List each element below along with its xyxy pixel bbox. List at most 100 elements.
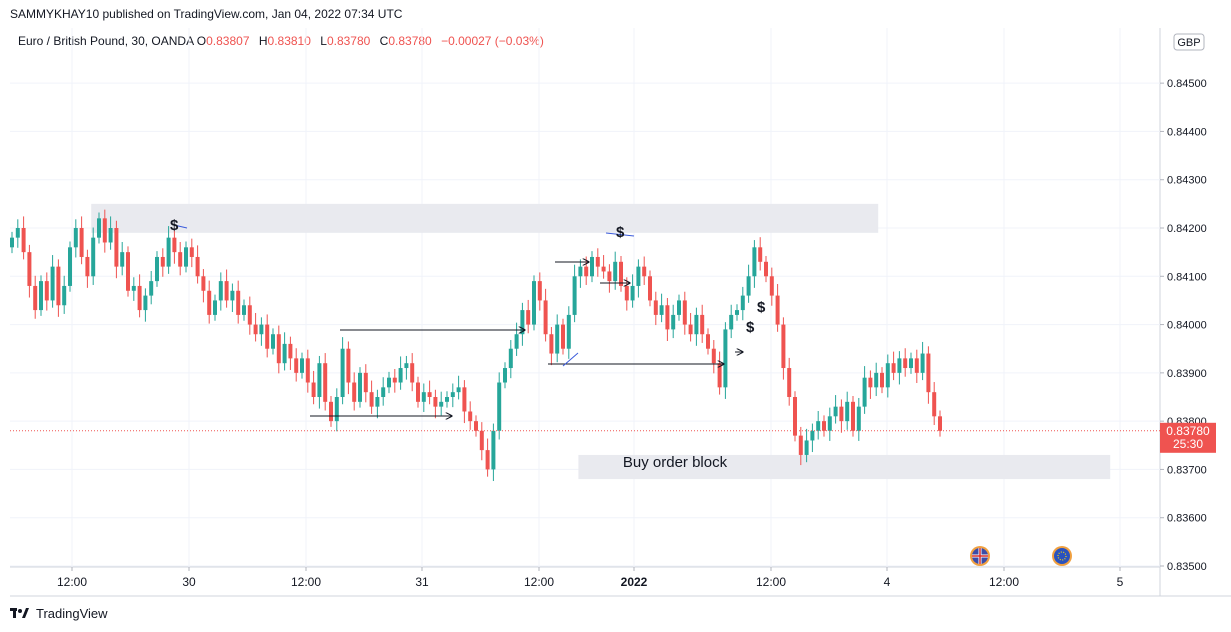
- candle-body: [334, 397, 339, 422]
- candle-body: [839, 406, 844, 422]
- candle-body: [880, 372, 884, 388]
- candle-body: [172, 237, 177, 253]
- candle-body: [520, 310, 525, 335]
- candle-body: [137, 285, 142, 311]
- candle-body: [827, 416, 832, 431]
- candle-body: [671, 314, 676, 330]
- candle-body: [735, 310, 739, 315]
- currency-box[interactable]: GBP: [1173, 33, 1205, 51]
- candle-body: [920, 353, 925, 373]
- candle-body: [346, 348, 351, 383]
- candle-body: [294, 358, 299, 373]
- candle-body: [155, 256, 159, 282]
- upper-zone-zone: [91, 203, 879, 233]
- tradingview-logo[interactable]: TradingView: [10, 606, 108, 621]
- candle-body: [149, 281, 154, 296]
- candle-body: [10, 237, 14, 248]
- candle-body: [195, 256, 200, 277]
- candle-body: [363, 372, 368, 393]
- candle-body: [416, 382, 420, 402]
- open-label: O: [196, 34, 207, 48]
- candle-body: [601, 266, 606, 272]
- candle-body: [514, 334, 519, 349]
- candle-body: [340, 348, 345, 397]
- candle-body: [276, 334, 281, 364]
- candle-body: [851, 401, 855, 431]
- grid: [10, 28, 1160, 567]
- candle-body: [85, 256, 90, 277]
- candle-body: [218, 281, 223, 301]
- countdown-value: 25:30: [1173, 437, 1203, 451]
- candle-body: [764, 261, 768, 277]
- candle-body: [677, 300, 681, 315]
- candle-body: [868, 377, 873, 388]
- candle-body: [561, 324, 565, 349]
- price-tick-label: 0.84400: [1167, 126, 1207, 138]
- candle-body: [323, 363, 328, 402]
- price-chart[interactable]: $ $ $ $ Buy order block 0.845000.844000.…: [0, 28, 1231, 628]
- candle-body: [50, 266, 55, 301]
- candle-body: [433, 397, 438, 407]
- candle-body: [456, 387, 461, 393]
- candle-body: [642, 266, 647, 277]
- candle-body: [207, 290, 212, 315]
- candle-body: [27, 252, 32, 286]
- last-price-value: 0.83780: [1166, 424, 1210, 438]
- candle-body: [717, 363, 722, 388]
- candle-body: [33, 285, 38, 311]
- tradingview-icon: [10, 607, 29, 618]
- time-axis[interactable]: 12:00 30 12:00 31 12:00 2022 12:00 4 12:00 5: [57, 567, 1124, 589]
- candle-body: [247, 305, 252, 325]
- candle-body: [160, 256, 165, 267]
- candle-body: [21, 228, 26, 253]
- candle-body: [143, 295, 148, 311]
- candle-body: [636, 266, 641, 286]
- candle-body: [39, 281, 43, 311]
- candle-body: [659, 305, 664, 315]
- eu-event-icon[interactable]: [1052, 546, 1072, 566]
- open-value: 0.83807: [206, 34, 250, 48]
- candle-body: [242, 305, 246, 315]
- candle-body: [932, 392, 937, 417]
- candle-body: [230, 290, 235, 301]
- candle-body: [91, 237, 96, 277]
- candle-body: [311, 382, 316, 397]
- candle-body: [793, 397, 797, 436]
- candles: [10, 209, 942, 482]
- candle-body: [810, 430, 815, 441]
- candle-body: [897, 358, 902, 373]
- candle-body: [108, 228, 113, 243]
- buy-order-block-label: Buy order block: [623, 454, 728, 471]
- candle-body: [317, 363, 322, 397]
- candle-body: [590, 256, 594, 277]
- candle-body: [845, 401, 850, 422]
- candle-body: [891, 363, 896, 373]
- candle-body: [201, 276, 206, 291]
- trendline-2: [605, 232, 635, 237]
- price-axis[interactable]: 0.84500 0.84400 0.84300 0.84200 0.84100 0.840…: [1160, 78, 1207, 573]
- footer-brand: TradingView: [36, 606, 108, 621]
- dollar-marker-1: $: [170, 217, 179, 234]
- candle-body: [189, 247, 194, 257]
- candle-body: [358, 372, 362, 402]
- candle-body: [236, 290, 241, 315]
- time-tick-label: 31: [415, 575, 429, 589]
- candle-body: [352, 382, 357, 402]
- candle-body: [572, 276, 577, 315]
- dollar-marker-2: $: [616, 224, 625, 241]
- publication-info: SAMMYKHAY10 published on TradingView.com…: [10, 7, 403, 21]
- candle-body: [543, 300, 548, 335]
- time-tick-label: 12:00: [989, 575, 1019, 589]
- trendline-3: [173, 224, 188, 229]
- candle-body: [178, 252, 183, 267]
- price-tick-label: 0.83900: [1167, 368, 1207, 380]
- low-label: L: [320, 34, 327, 48]
- symbol-title: Euro / British Pound, 30, OANDA: [18, 34, 194, 48]
- candle-body: [381, 387, 386, 397]
- candle-body: [398, 368, 403, 383]
- trendline-1: [562, 352, 579, 367]
- candle-body: [665, 305, 670, 330]
- high-value: 0.83810: [267, 34, 311, 48]
- candle-body: [184, 247, 188, 267]
- uk-event-icon[interactable]: [970, 546, 990, 566]
